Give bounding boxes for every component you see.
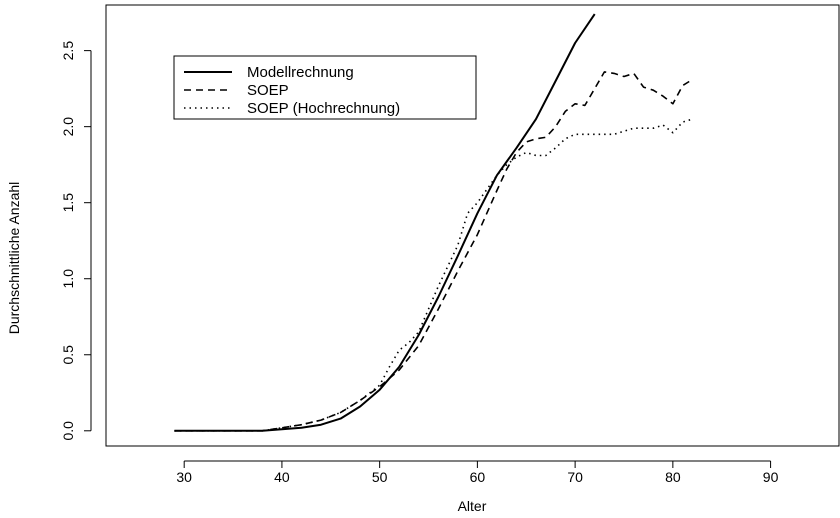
y-tick-label: 1.5 — [60, 193, 76, 213]
legend-label-2: SOEP (Hochrechnung) — [247, 100, 400, 117]
legend-label-0: Modellrechnung — [247, 64, 354, 81]
x-tick-label: 50 — [372, 469, 388, 485]
x-tick-label: 70 — [567, 469, 583, 485]
y-axis: 0.0 0.5 1.0 1.5 2.0 2.5 — [60, 41, 92, 441]
plot-frame — [105, 4, 840, 447]
y-tick-label: 1.0 — [60, 269, 76, 289]
series-line-2 — [174, 118, 693, 432]
x-tick-label: 60 — [470, 469, 486, 485]
series-layer — [174, 13, 693, 432]
y-tick-label: 0.5 — [60, 345, 76, 365]
series-line-0 — [174, 13, 596, 432]
y-tick-label: 2.0 — [60, 117, 76, 137]
x-tick-label: 90 — [763, 469, 779, 485]
x-axis-label: Alter — [458, 498, 487, 514]
legend-box — [173, 55, 477, 120]
series-line-1 — [174, 71, 693, 432]
y-axis-label: Durchschnittliche Anzahl — [6, 182, 22, 335]
x-tick-label: 80 — [665, 469, 681, 485]
x-tick-label: 40 — [274, 469, 290, 485]
y-tick-label: 2.5 — [60, 41, 76, 61]
y-tick-label: 0.0 — [60, 421, 76, 441]
x-axis: 30 40 50 60 70 80 90 — [176, 460, 779, 485]
legend-label-1: SOEP — [247, 82, 289, 99]
x-tick-label: 30 — [176, 469, 192, 485]
